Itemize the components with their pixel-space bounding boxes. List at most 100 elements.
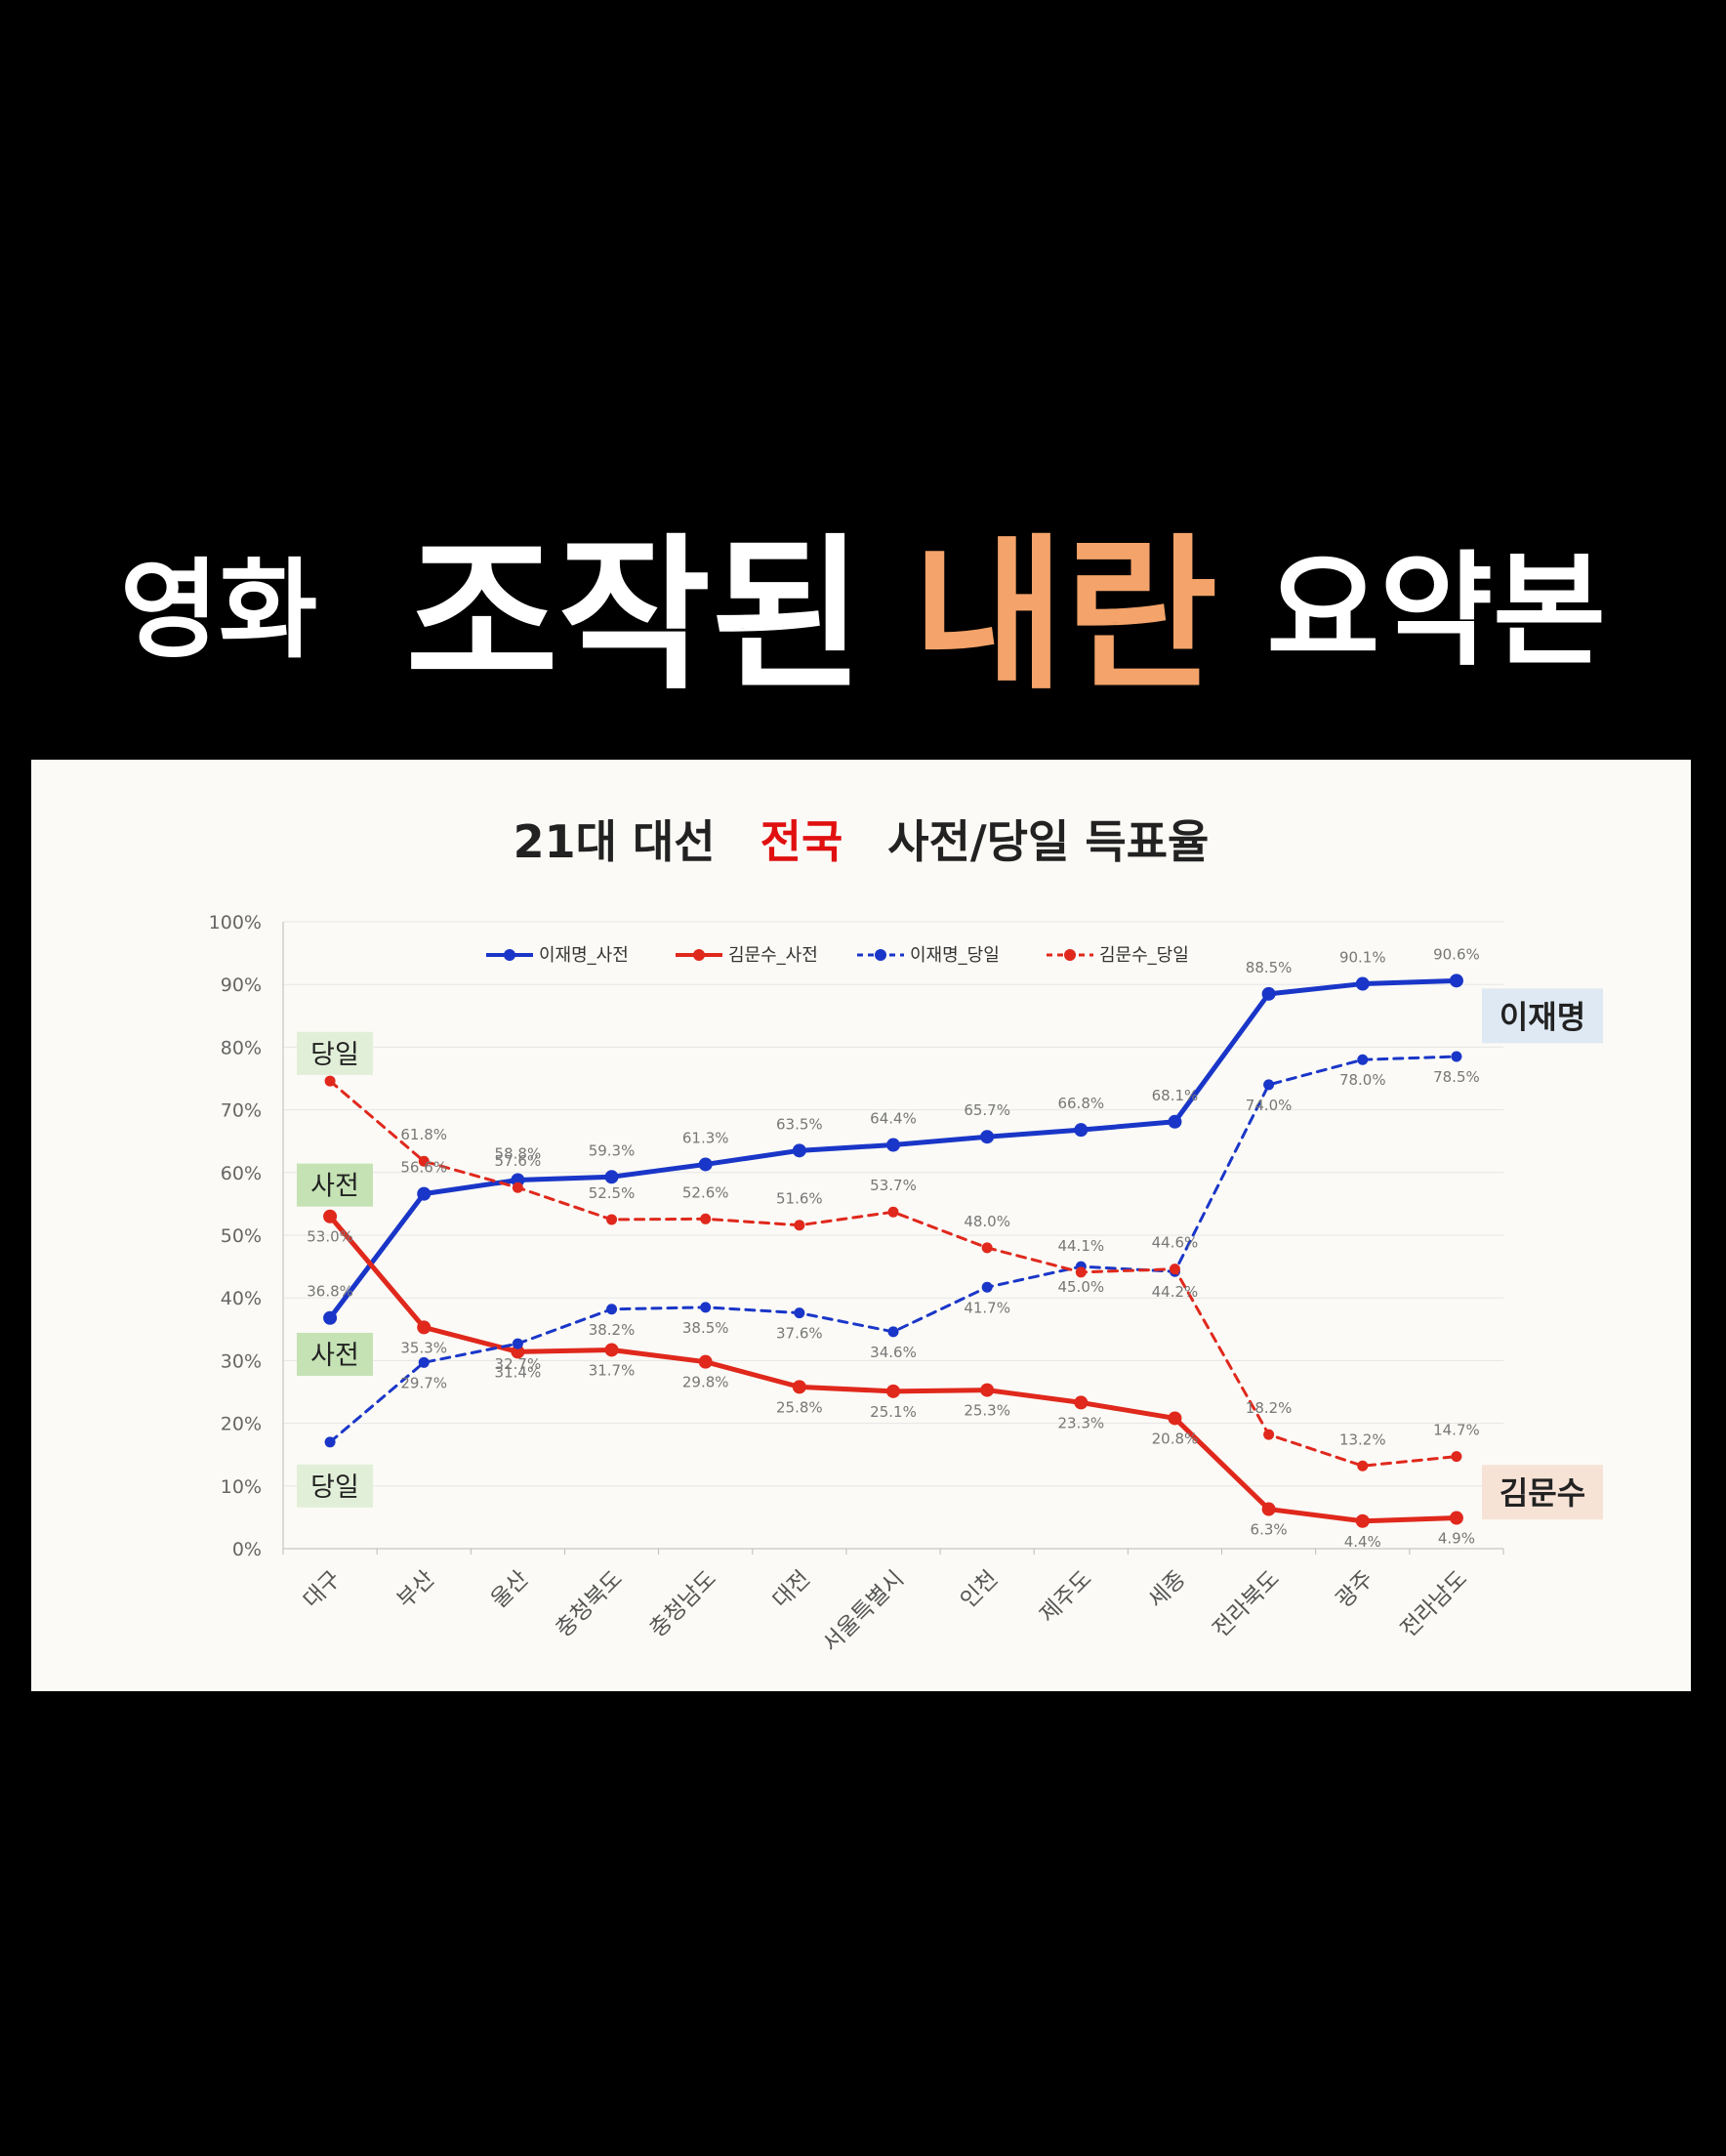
data-point [1263, 1079, 1275, 1091]
y-tick-label: 20% [221, 1414, 262, 1435]
data-label: 4.4% [1344, 1533, 1381, 1551]
y-tick-label: 70% [221, 1100, 262, 1122]
chart-panel: 21대 대선 전국 사전/당일 득표율 0% 10% 20% 30% 40% 50% 60%… [31, 760, 1691, 1691]
data-label: 78.5% [1433, 1068, 1480, 1086]
data-point [1261, 986, 1276, 1001]
data-label: 61.8% [400, 1126, 447, 1143]
data-label: 66.8% [1057, 1095, 1104, 1112]
data-label: 78.0% [1339, 1071, 1386, 1089]
data-label: 41.7% [964, 1299, 1010, 1316]
y-tick-label: 30% [221, 1350, 262, 1372]
side-tag-box [297, 1163, 373, 1207]
data-label: 25.8% [776, 1398, 823, 1416]
y-tick-label: 10% [221, 1476, 262, 1498]
data-point [700, 1302, 712, 1313]
data-point [1449, 1511, 1463, 1525]
data-label: 90.1% [1339, 949, 1386, 967]
data-label: 14.7% [1433, 1422, 1480, 1439]
y-tick-label: 100% [209, 912, 262, 933]
data-point [1261, 1502, 1276, 1516]
legend-label: 김문수_사전 [728, 945, 818, 966]
data-label: 4.9% [1438, 1530, 1475, 1548]
data-point [981, 1281, 993, 1293]
data-label: 31.7% [589, 1361, 636, 1379]
data-label: 63.5% [776, 1115, 823, 1133]
chart-series [323, 974, 1463, 1528]
data-label: 25.3% [964, 1402, 1010, 1420]
data-label: 29.7% [400, 1374, 447, 1391]
x-tick-label: 제주도 [1035, 1566, 1096, 1628]
side-tag-box [297, 1031, 373, 1075]
data-point [794, 1220, 805, 1231]
data-point [1357, 1054, 1369, 1065]
data-point [887, 1326, 899, 1338]
data-label: 44.6% [1152, 1234, 1199, 1252]
data-point [792, 1143, 806, 1158]
x-tick-label: 대구 [299, 1566, 346, 1613]
video-headline: 영화 조작된 내란 요약본 [0, 493, 1726, 713]
data-label: 38.5% [682, 1319, 729, 1337]
data-label: 35.3% [400, 1339, 447, 1356]
x-tick-label: 전라남도 [1396, 1566, 1472, 1642]
data-point [698, 1157, 713, 1172]
y-tick-label: 80% [221, 1037, 262, 1058]
data-point [887, 1206, 899, 1218]
legend-label: 이재명_사전 [539, 945, 629, 966]
data-point [980, 1130, 995, 1144]
legend-label: 이재명_당일 [910, 945, 1000, 966]
end-label: 김문수 [1500, 1474, 1585, 1512]
data-label: 31.4% [495, 1363, 542, 1381]
data-label: 18.2% [1246, 1399, 1293, 1417]
side-tag-label: 사전 [310, 1172, 359, 1202]
data-point [981, 1242, 993, 1254]
x-tick-label: 인천 [956, 1566, 1003, 1613]
data-label: 53.0% [307, 1228, 353, 1246]
chart-title: 21대 대선 전국 사전/당일 득표율 [514, 815, 1210, 868]
end-label-box [1482, 1465, 1603, 1520]
legend-marker [504, 949, 515, 961]
data-label: 68.1% [1152, 1087, 1199, 1104]
side-tag-box [297, 1332, 373, 1376]
data-label: 45.0% [1057, 1278, 1104, 1296]
data-point [417, 1186, 432, 1201]
data-point [1357, 1460, 1369, 1472]
data-point [698, 1354, 713, 1369]
x-tick-label: 충청북도 [552, 1566, 628, 1642]
y-tick-label: 60% [221, 1163, 262, 1184]
data-label: 44.2% [1152, 1283, 1199, 1301]
data-point [417, 1320, 432, 1335]
data-point [512, 1182, 523, 1193]
x-tick-label: 충청남도 [645, 1566, 721, 1642]
chart-grid [283, 921, 1503, 1550]
line-chart: 21대 대선 전국 사전/당일 득표율 0% 10% 20% 30% 40% 50% 60%… [209, 815, 1603, 1657]
data-point [324, 1436, 336, 1448]
data-label: 44.1% [1057, 1237, 1104, 1255]
data-point [606, 1214, 618, 1225]
headline-manipulated: 조작된 [405, 519, 864, 713]
chart-title-part1: 21대 대선 [514, 815, 716, 868]
data-label: 56.6% [400, 1159, 447, 1177]
y-tick-label: 40% [221, 1288, 262, 1309]
data-point [418, 1356, 430, 1368]
data-label: 38.2% [589, 1321, 636, 1339]
data-label: 53.7% [870, 1177, 917, 1194]
data-point [323, 1310, 338, 1325]
data-label: 59.3% [589, 1141, 636, 1159]
data-point [1451, 1051, 1462, 1062]
data-point [1451, 1451, 1462, 1463]
x-tick-label: 전라북도 [1209, 1566, 1285, 1642]
data-point [604, 1343, 619, 1357]
data-point [511, 1345, 525, 1359]
side-tag-label: 사전 [310, 1341, 359, 1371]
data-point [1449, 974, 1463, 988]
side-tag-box [297, 1464, 373, 1508]
y-tick-label: 90% [221, 974, 262, 996]
legend-marker [693, 949, 705, 961]
data-point [1355, 976, 1370, 991]
chart-axes: 0% 10% 20% 30% 40% 50% 60% 70% 80% 90% 100% 대구 부산 울산 충… [209, 912, 1504, 1657]
data-point [1168, 1411, 1182, 1426]
data-label: 64.4% [870, 1110, 917, 1128]
side-tag-label: 당일 [310, 1472, 359, 1503]
data-label: 52.6% [682, 1183, 729, 1201]
